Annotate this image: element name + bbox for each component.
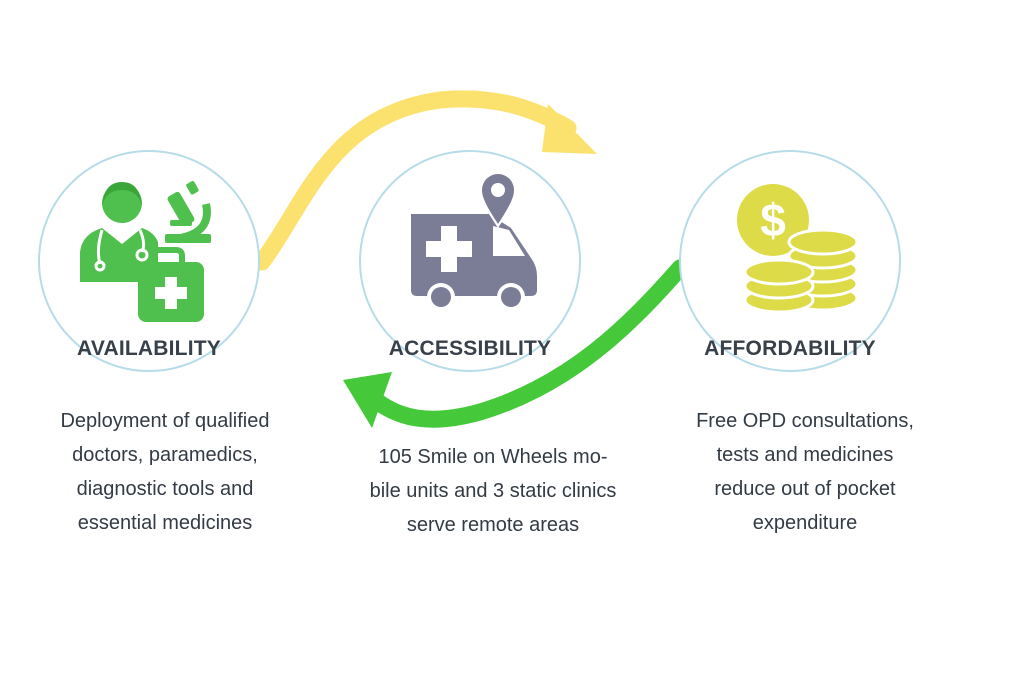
affordability-label: AFFORDABILITY — [704, 337, 876, 360]
description-line: 105 Smile on Wheels mo- — [378, 446, 608, 468]
availability-circle: AVAILABILITY — [38, 150, 260, 372]
dollar-coins-icon: $ — [737, 184, 859, 314]
availability-label: AVAILABILITY — [77, 337, 221, 360]
ambulance-location-pin-icon — [411, 171, 537, 311]
accessibility-description: 105 Smile on Wheels mo- bile units and 3… — [340, 440, 646, 542]
description-line: serve remote areas — [406, 514, 580, 536]
green-arrow — [343, 259, 689, 428]
svg-text:$: $ — [760, 194, 786, 246]
description-line: bile units and 3 static clinics — [369, 480, 617, 502]
accessibility-circle: ACCESSIBILITY — [359, 150, 581, 372]
description-line: diagnostic tools and — [76, 478, 254, 500]
description-line: doctors, paramedics, — [72, 444, 258, 466]
doctor-microscope-medkit-icon — [80, 181, 211, 322]
description-line: tests and medicines — [716, 444, 894, 466]
affordability-description: Free OPD consultations, tests and medici… — [660, 404, 950, 540]
affordability-circle: $ AFFORDABILITY — [679, 150, 901, 372]
description-line: expenditure — [752, 512, 858, 534]
accessibility-label: ACCESSIBILITY — [388, 337, 552, 360]
description-line: Free OPD consultations, — [696, 410, 914, 432]
description-line: reduce out of pocket — [714, 478, 896, 500]
availability-description: Deployment of qualified doctors, paramed… — [20, 404, 310, 540]
description-line: essential medicines — [77, 512, 253, 534]
yellow-arrow — [253, 90, 597, 271]
description-line: Deployment of qualified — [60, 410, 270, 432]
